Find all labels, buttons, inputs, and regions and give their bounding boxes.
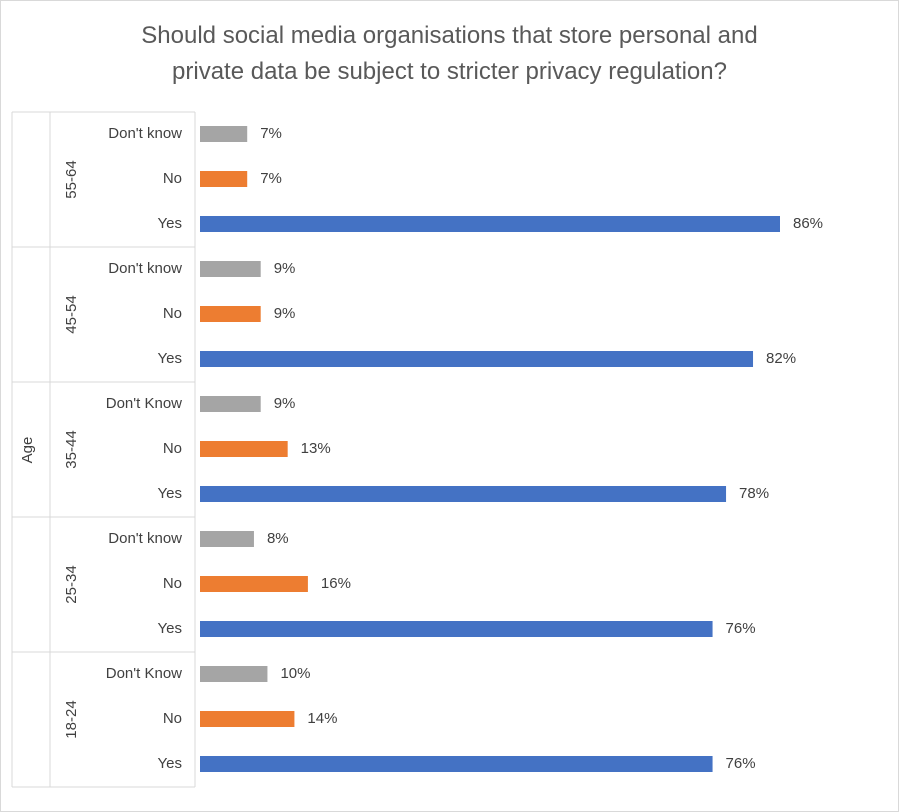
data-label: 10% (280, 665, 310, 682)
bar (200, 126, 248, 142)
bar (200, 576, 308, 592)
data-label: 9% (274, 305, 296, 322)
data-label: 78% (739, 485, 769, 502)
data-label: 14% (307, 710, 337, 727)
category-label: Don't Know (106, 395, 182, 412)
category-label: Don't know (108, 530, 182, 547)
bar (200, 621, 713, 637)
data-label: 8% (267, 530, 289, 547)
data-label: 82% (766, 350, 796, 367)
bar (200, 486, 727, 502)
chart-title-line-1: Should social media organisations that s… (141, 22, 758, 49)
bar (200, 306, 261, 322)
data-label: 86% (793, 215, 823, 232)
data-label: 9% (274, 395, 296, 412)
data-label: 9% (274, 260, 296, 277)
category-label: Yes (158, 620, 182, 637)
bar (200, 711, 295, 727)
category-label: Yes (158, 485, 182, 502)
data-label: 7% (260, 125, 282, 142)
bar (200, 666, 268, 682)
group-label: 18-24 (63, 700, 80, 738)
bar (200, 396, 261, 412)
bar (200, 441, 288, 457)
category-label: No (163, 170, 182, 187)
data-label: 7% (260, 170, 282, 187)
group-label: 55-64 (63, 160, 80, 198)
bar (200, 216, 780, 232)
data-label: 76% (726, 755, 756, 772)
chart-title: Should social media organisations that s… (0, 18, 899, 90)
labels-layer: Age 55-64 Don't know 7% No 7% Yes 86% 45-54 Don't… (19, 125, 823, 772)
category-label: No (163, 575, 182, 592)
group-label: 35-44 (63, 430, 80, 468)
category-label: No (163, 440, 182, 457)
category-label: No (163, 305, 182, 322)
y-axis-title: Age (19, 437, 36, 464)
group-label: 25-34 (63, 565, 80, 603)
category-label: Don't know (108, 125, 182, 142)
category-label: No (163, 710, 182, 727)
data-label: 76% (726, 620, 756, 637)
category-label: Don't know (108, 260, 182, 277)
category-label: Yes (158, 215, 182, 232)
chart-title-line-2: private data be subject to stricter priv… (172, 58, 727, 85)
category-label: Yes (158, 755, 182, 772)
bar (200, 756, 713, 772)
bar (200, 351, 754, 367)
bars-layer (200, 126, 780, 772)
category-label: Don't Know (106, 665, 182, 682)
group-label: 45-54 (63, 295, 80, 333)
bar (200, 171, 248, 187)
data-label: 16% (321, 575, 351, 592)
bar (200, 531, 254, 547)
category-label: Yes (158, 350, 182, 367)
axes-layer (11, 111, 196, 788)
bar (200, 261, 261, 277)
data-label: 13% (301, 440, 331, 457)
